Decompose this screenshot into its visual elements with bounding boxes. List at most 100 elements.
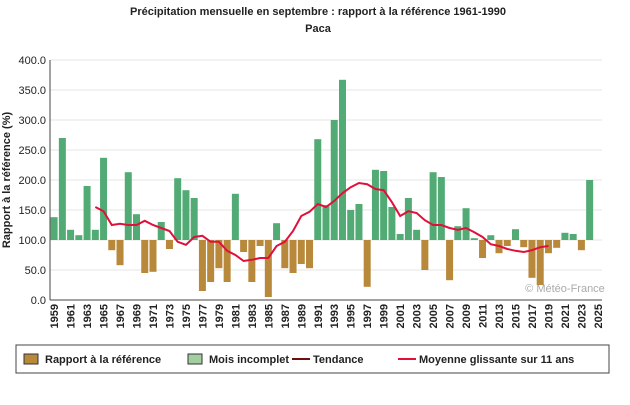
x-tick-label: 2013 xyxy=(494,304,506,328)
bar xyxy=(240,240,248,252)
x-tick-label: 2021 xyxy=(560,304,572,328)
y-tick-label: 250.0 xyxy=(18,145,46,157)
bar xyxy=(470,238,478,240)
bar xyxy=(256,240,264,246)
bar xyxy=(371,169,379,240)
bar xyxy=(124,172,132,240)
chart-title: Précipitation mensuelle en septembre : r… xyxy=(130,6,506,18)
bar xyxy=(248,240,256,282)
x-tick-label: 2011 xyxy=(478,304,490,328)
bar xyxy=(67,229,75,240)
legend-box xyxy=(15,344,610,374)
bar xyxy=(165,240,173,249)
bar xyxy=(273,223,281,240)
bar xyxy=(520,240,528,248)
x-tick-label: 2009 xyxy=(461,304,473,328)
bar xyxy=(141,240,149,273)
bar xyxy=(157,222,165,240)
bar xyxy=(281,240,289,269)
x-tick-label: 1989 xyxy=(296,304,308,328)
bar xyxy=(462,208,470,240)
bar xyxy=(363,240,371,287)
x-tick-label: 2017 xyxy=(527,304,539,328)
bar xyxy=(586,180,594,240)
bar xyxy=(116,240,124,266)
x-tick-label: 2015 xyxy=(510,304,522,328)
x-tick-label: 1977 xyxy=(197,304,209,328)
x-tick-label: 2001 xyxy=(395,304,407,328)
bar xyxy=(264,240,272,297)
bar xyxy=(223,240,231,282)
bar xyxy=(569,234,577,240)
bar xyxy=(207,240,215,282)
x-tick-label: 2003 xyxy=(412,304,424,328)
x-tick-label: 1969 xyxy=(132,304,144,328)
moving-average-line xyxy=(94,181,549,263)
watermark: © Météo-France xyxy=(525,283,605,295)
bar xyxy=(536,240,544,285)
bar xyxy=(330,120,338,240)
bar xyxy=(388,207,396,240)
bar xyxy=(421,240,429,270)
bar xyxy=(215,240,223,269)
bar xyxy=(338,79,346,240)
bar xyxy=(322,205,330,240)
x-tick-label: 1965 xyxy=(99,304,111,328)
x-tick-label: 1995 xyxy=(346,304,358,328)
x-tick-label: 2025 xyxy=(593,304,605,328)
bar xyxy=(231,193,239,240)
bar xyxy=(528,240,536,278)
y-tick-label: 350.0 xyxy=(18,85,46,97)
y-tick-label: 400.0 xyxy=(18,55,46,67)
bar xyxy=(454,226,462,240)
legend-swatch xyxy=(23,353,39,365)
x-tick-label: 1983 xyxy=(247,304,259,328)
bar xyxy=(503,240,511,246)
x-tick-label: 1987 xyxy=(280,304,292,328)
legend-swatch xyxy=(187,353,203,365)
bar xyxy=(100,157,108,240)
x-tick-label: 1961 xyxy=(66,304,78,328)
x-tick-label: 2005 xyxy=(428,304,440,328)
y-tick-label: 200.0 xyxy=(18,175,46,187)
x-tick-label: 1999 xyxy=(379,304,391,328)
bar xyxy=(561,232,569,240)
bar xyxy=(553,240,561,248)
legend-label: Mois incomplet xyxy=(209,354,289,366)
bar xyxy=(306,240,314,269)
bar xyxy=(198,240,206,291)
bar xyxy=(91,229,99,240)
x-tick-label: 2007 xyxy=(445,304,457,328)
bar xyxy=(58,138,66,240)
bar xyxy=(174,178,182,240)
legend-label: Rapport à la référence xyxy=(45,354,161,366)
bar xyxy=(511,229,519,240)
bar xyxy=(479,240,487,258)
bar xyxy=(487,235,495,240)
y-tick-label: 300.0 xyxy=(18,115,46,127)
x-tick-label: 1971 xyxy=(148,304,160,328)
bar xyxy=(429,172,437,240)
bar xyxy=(182,190,190,240)
y-tick-label: 100.0 xyxy=(18,235,46,247)
bar xyxy=(50,217,58,240)
bar xyxy=(413,229,421,240)
y-axis-label: Rapport à la référence (%) xyxy=(1,112,13,249)
bar xyxy=(314,139,322,240)
chart-subtitle: Paca xyxy=(305,23,332,35)
bar xyxy=(355,204,363,240)
bar xyxy=(75,235,83,240)
bar xyxy=(83,186,91,240)
legend-label: Moyenne glissante sur 11 ans xyxy=(419,354,574,366)
bar xyxy=(149,240,157,272)
x-tick-label: 2019 xyxy=(543,304,555,328)
bar xyxy=(347,210,355,240)
y-tick-label: 0.0 xyxy=(31,295,46,307)
bar xyxy=(289,240,297,273)
bar xyxy=(437,177,445,240)
x-tick-label: 1959 xyxy=(49,304,61,328)
y-tick-label: 50.0 xyxy=(25,265,46,277)
x-tick-label: 1981 xyxy=(230,304,242,328)
x-tick-label: 1997 xyxy=(362,304,374,328)
